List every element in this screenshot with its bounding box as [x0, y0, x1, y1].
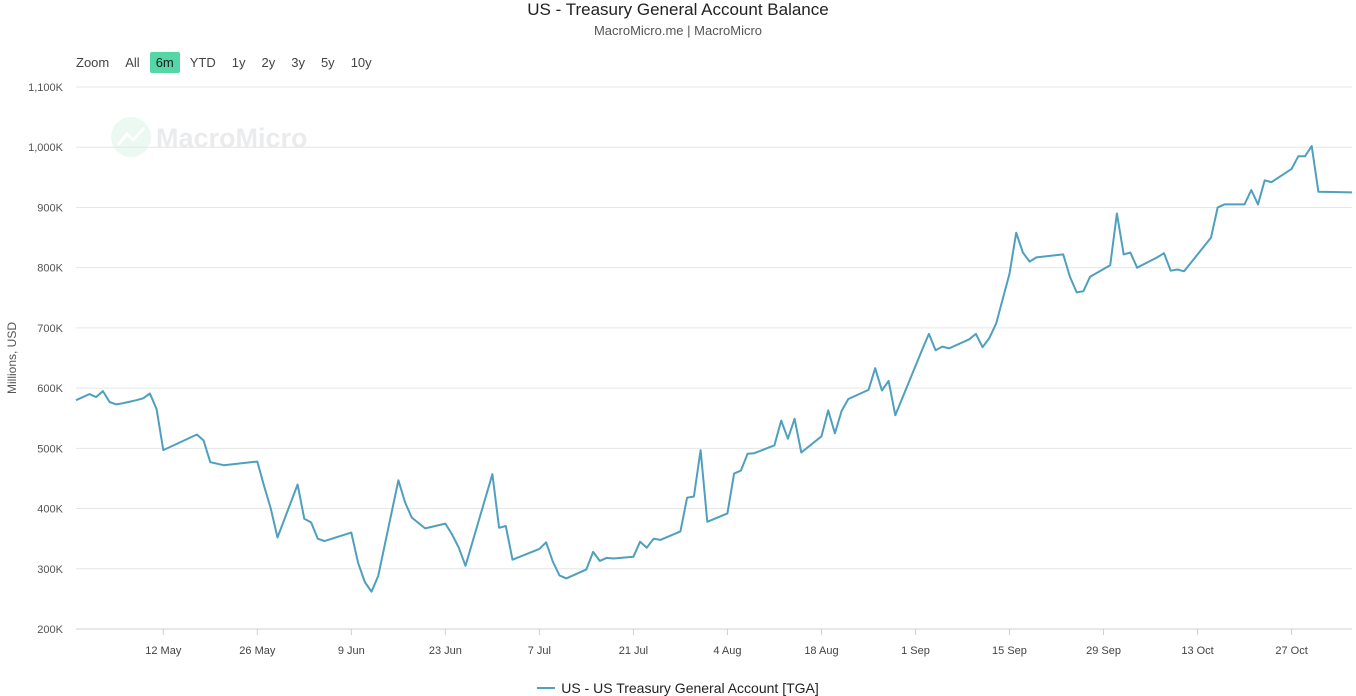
y-axis-label: Millions, USD [5, 322, 19, 394]
x-tick-label: 7 Jul [528, 645, 551, 657]
x-tick-label: 26 May [239, 645, 276, 657]
range-selector: Zoom All 6m YTD 1y 2y 3y 5y 10y [76, 51, 382, 73]
x-tick-label: 27 Oct [1275, 645, 1307, 657]
x-tick-label: 4 Aug [713, 645, 741, 657]
x-tick-label: 29 Sep [1086, 645, 1121, 657]
range-button-5y[interactable]: 5y [320, 54, 335, 70]
range-button-10y[interactable]: 10y [350, 54, 372, 70]
series-layer [75, 145, 1353, 593]
y-tick-label: 700K [37, 323, 63, 335]
x-tick-label: 1 Sep [901, 645, 930, 657]
x-tick-label: 9 Jun [338, 645, 365, 657]
x-tick-label: 15 Sep [992, 645, 1027, 657]
watermark-text: MacroMicro [156, 123, 308, 153]
y-tick-label: 1,000K [28, 142, 64, 154]
y-axis-ticks: 200K 300K 400K 500K 600K 700K 800K 900K 1,000K 1,… [28, 82, 64, 636]
x-tick-label: 13 Oct [1181, 645, 1213, 657]
y-tick-label: 900K [37, 202, 63, 214]
watermark-logo-icon [116, 126, 146, 146]
range-button-3y[interactable]: 3y [291, 54, 305, 70]
range-button-all[interactable]: All [125, 54, 140, 70]
range-button-1y[interactable]: 1y [231, 54, 246, 70]
range-button-ytd[interactable]: YTD [189, 54, 216, 70]
x-tick-label: 23 Jun [429, 645, 462, 657]
x-tick-label: 21 Jul [619, 645, 648, 657]
x-tick-label: 18 Aug [804, 645, 838, 657]
legend-line-icon [537, 687, 556, 689]
y-tick-label: 800K [37, 263, 63, 275]
y-tick-label: 500K [37, 443, 63, 455]
chart-subtitle: MacroMicro.me | MacroMicro [593, 23, 763, 38]
grid-lines [76, 86, 1352, 630]
legend-item-tga[interactable]: US - US Treasury General Account [TGA] [537, 680, 819, 696]
legend-label: US - US Treasury General Account [TGA] [561, 680, 819, 696]
range-button-6m[interactable]: 6m [149, 51, 180, 73]
x-tick-label: 12 May [145, 645, 182, 657]
zoom-label: Zoom [76, 54, 110, 70]
y-tick-label: 400K [37, 504, 63, 516]
y-tick-label: 300K [37, 564, 63, 576]
macromicro-watermark: MacroMicro [111, 117, 308, 157]
legend: US - US Treasury General Account [TGA] [0, 676, 1356, 696]
range-button-2y[interactable]: 2y [261, 54, 276, 70]
y-tick-label: 200K [37, 624, 63, 636]
series-line-tga[interactable] [75, 145, 1353, 593]
y-tick-label: 1,100K [28, 82, 64, 94]
y-tick-label: 600K [37, 383, 63, 395]
chart-title: US - Treasury General Account Balance [527, 0, 829, 19]
x-axis-ticks: 12 May 26 May 9 Jun 23 Jun 7 Jul 21 Jul 4 Aug 1… [145, 629, 1308, 657]
